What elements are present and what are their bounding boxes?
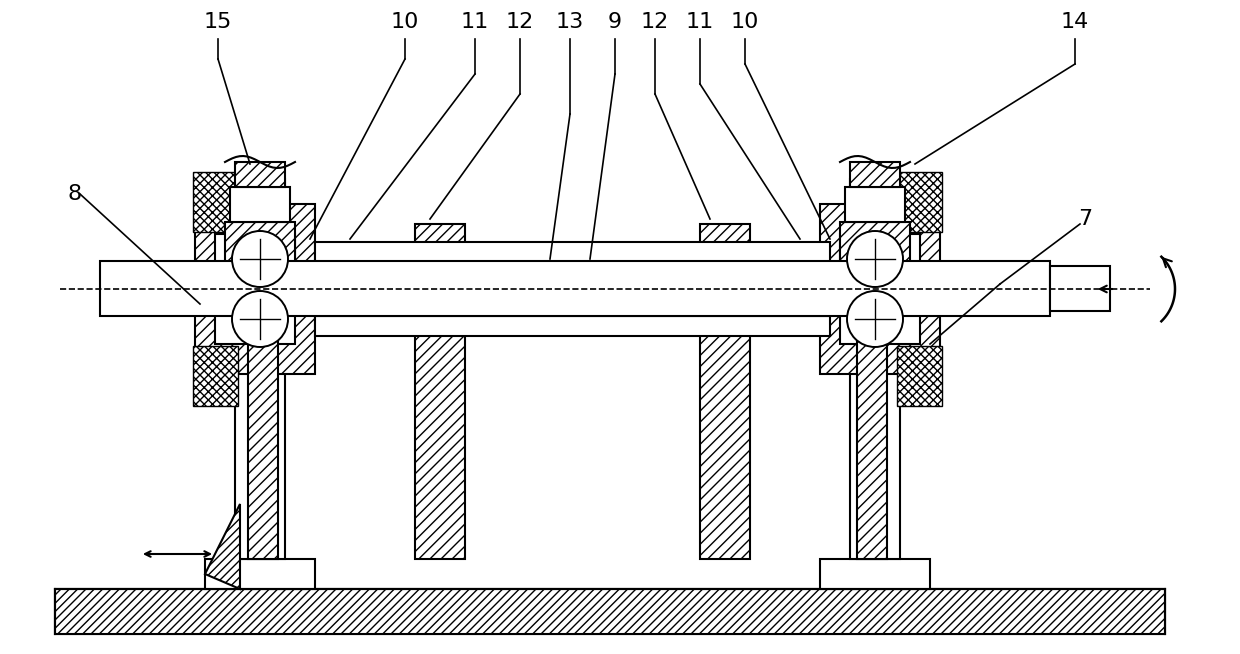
Bar [820,559,930,589]
Bar [236,162,285,187]
Text: 15: 15 [203,12,232,32]
Bar [897,346,942,406]
Bar [193,346,238,406]
Bar [215,234,295,344]
Circle shape [847,291,903,347]
Bar [315,242,830,262]
Text: 11: 11 [461,12,489,32]
Bar [820,204,940,374]
Bar [248,316,278,559]
Polygon shape [205,504,241,589]
Circle shape [232,231,288,287]
Circle shape [847,231,903,287]
Text: 10: 10 [730,12,759,32]
Bar [55,589,1166,634]
Bar [315,316,830,336]
Bar [100,261,1050,316]
Bar [839,234,920,344]
Bar [229,187,290,222]
Circle shape [232,291,288,347]
Bar [205,559,315,589]
Text: 9: 9 [608,12,622,32]
Bar [897,172,942,232]
Bar [224,222,295,262]
Text: 12: 12 [506,12,534,32]
Bar [701,224,750,559]
Bar [193,172,238,232]
Bar [857,316,887,559]
Text: 10: 10 [391,12,419,32]
Bar [839,222,910,262]
Bar [195,204,315,374]
Bar [1050,266,1110,311]
Bar [849,162,900,187]
Text: 8: 8 [68,184,82,204]
Bar [844,187,905,222]
Text: 11: 11 [686,12,714,32]
Text: 7: 7 [1078,209,1092,229]
Bar [849,179,900,559]
Text: 12: 12 [641,12,670,32]
Bar [415,224,465,559]
Bar [236,179,285,559]
Text: 13: 13 [556,12,584,32]
Bar [55,589,1166,634]
Text: 14: 14 [1061,12,1089,32]
